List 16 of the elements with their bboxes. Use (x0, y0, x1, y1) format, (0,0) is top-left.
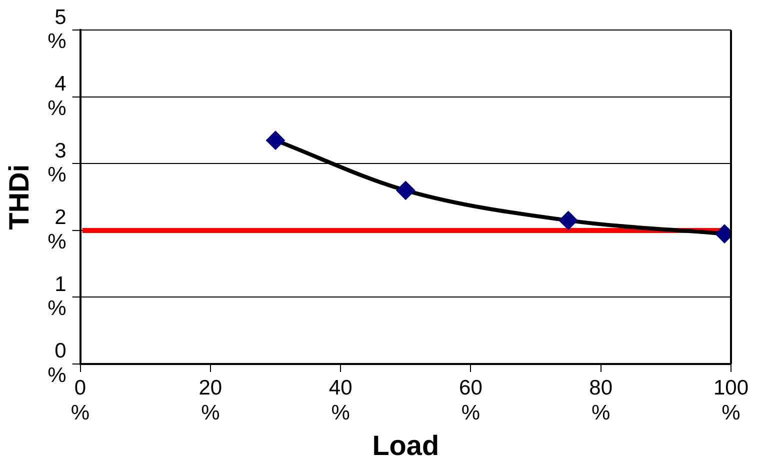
y-tick-label: 4% (48, 72, 67, 120)
x-tick-label: 40% (328, 376, 352, 425)
y-tick-label: 1% (48, 272, 66, 320)
point (558, 210, 578, 230)
x-tick-label: 100% (713, 376, 749, 425)
y-axis-title: THDi (4, 164, 35, 230)
x-tick-label: 80% (589, 376, 613, 425)
y-tick-label: 5% (48, 6, 66, 54)
point (266, 130, 285, 150)
point (396, 180, 416, 200)
x-axis-title: Load (372, 430, 440, 461)
y-tick-label: 2% (48, 206, 66, 254)
x-tick-label: 20% (198, 376, 222, 425)
y-tick-label: 3% (48, 139, 66, 187)
y-tick-label: 0% (48, 340, 66, 387)
x-tick-label: 60% (459, 376, 482, 425)
